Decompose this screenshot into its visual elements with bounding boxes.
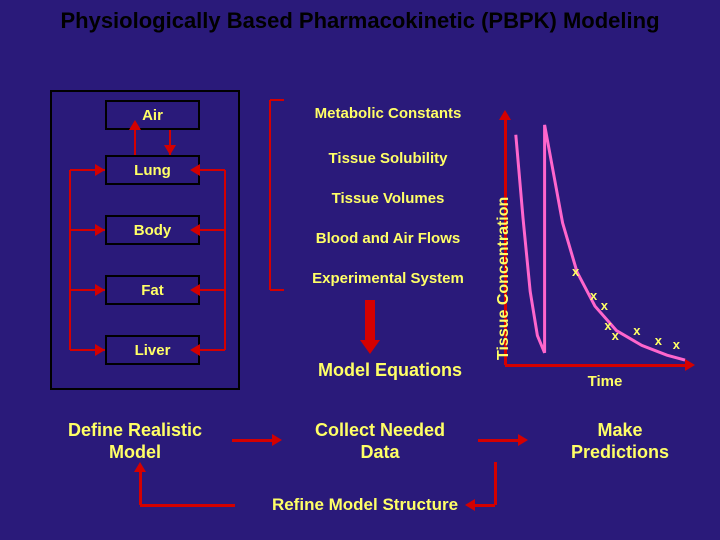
bottom-label-3: Refine Model Structure (235, 495, 495, 515)
compartment-body: Body (105, 215, 200, 245)
compartment-fat: Fat (105, 275, 200, 305)
data-mark: x (572, 264, 579, 279)
data-item: Tissue Volumes (288, 190, 488, 207)
data-item: Metabolic Constants (288, 105, 488, 122)
chart-xlabel: Time (565, 373, 645, 390)
bottom-label-2: Make Predictions (530, 420, 710, 463)
data-mark: x (633, 323, 640, 338)
data-mark: x (604, 318, 611, 333)
data-mark: x (673, 337, 680, 352)
bottom-label-0: Define Realistic Model (40, 420, 230, 463)
data-item: Blood and Air Flows (288, 230, 488, 247)
data-mark: x (601, 298, 608, 313)
compartment-lung: Lung (105, 155, 200, 185)
data-item: Experimental System (288, 270, 488, 287)
data-mark: x (612, 328, 619, 343)
chart-curve (505, 120, 685, 365)
compartment-liver: Liver (105, 335, 200, 365)
model-equations: Model Equations (300, 360, 480, 381)
data-mark: x (655, 333, 662, 348)
compartment-air: Air (105, 100, 200, 130)
slide-title: Physiologically Based Pharmacokinetic (P… (0, 8, 720, 34)
data-item: Tissue Solubility (288, 150, 488, 167)
data-mark: x (590, 288, 597, 303)
bottom-label-1: Collect Needed Data (285, 420, 475, 463)
